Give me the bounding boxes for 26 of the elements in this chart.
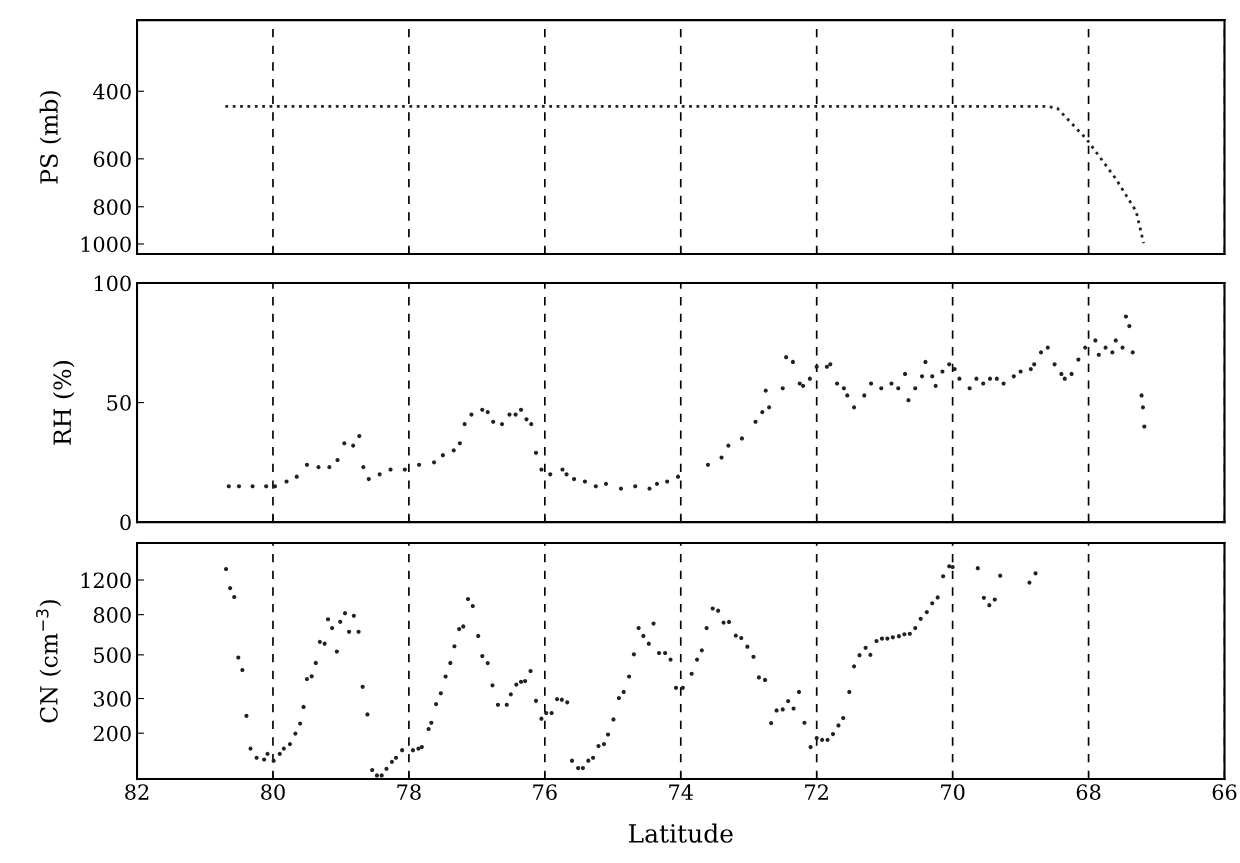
x-tick-label: 68 [1076,784,1101,801]
y-axis-title: CN (cm$^{−3}$) [36,600,62,723]
y-tick-label: 400 [93,83,131,100]
y-tick-label: 800 [93,199,131,215]
line-series [223,104,1146,245]
x-axis-title: Latitude [628,823,733,843]
y-tick-label: 1200 [81,572,131,589]
y-tick-label: 100 [94,275,131,292]
y-tick-label: 300 [93,690,131,707]
y-tick-label: 200 [93,725,131,742]
y-tick-label: 800 [93,607,131,623]
x-tick-label: 76 [533,784,557,801]
y-tick-label: 50 [107,395,131,411]
y-axis-title: RH (%) [52,361,75,445]
y-tick-label: 600 [93,151,131,168]
x-tick-label: 78 [397,784,421,801]
x-tick-label: 80 [261,784,285,801]
x-tick-label: 70 [941,784,965,801]
y-tick-label: 500 [94,647,131,664]
x-tick-label: 82 [125,784,149,801]
x-tick-label: 66 [1212,784,1237,801]
x-tick-label: 74 [669,784,693,800]
y-tick-label: 1000 [81,236,131,253]
y-tick-label: 0 [120,514,131,531]
x-tick-label: 72 [805,784,828,800]
y-axis-title: PS (mb) [39,91,62,184]
